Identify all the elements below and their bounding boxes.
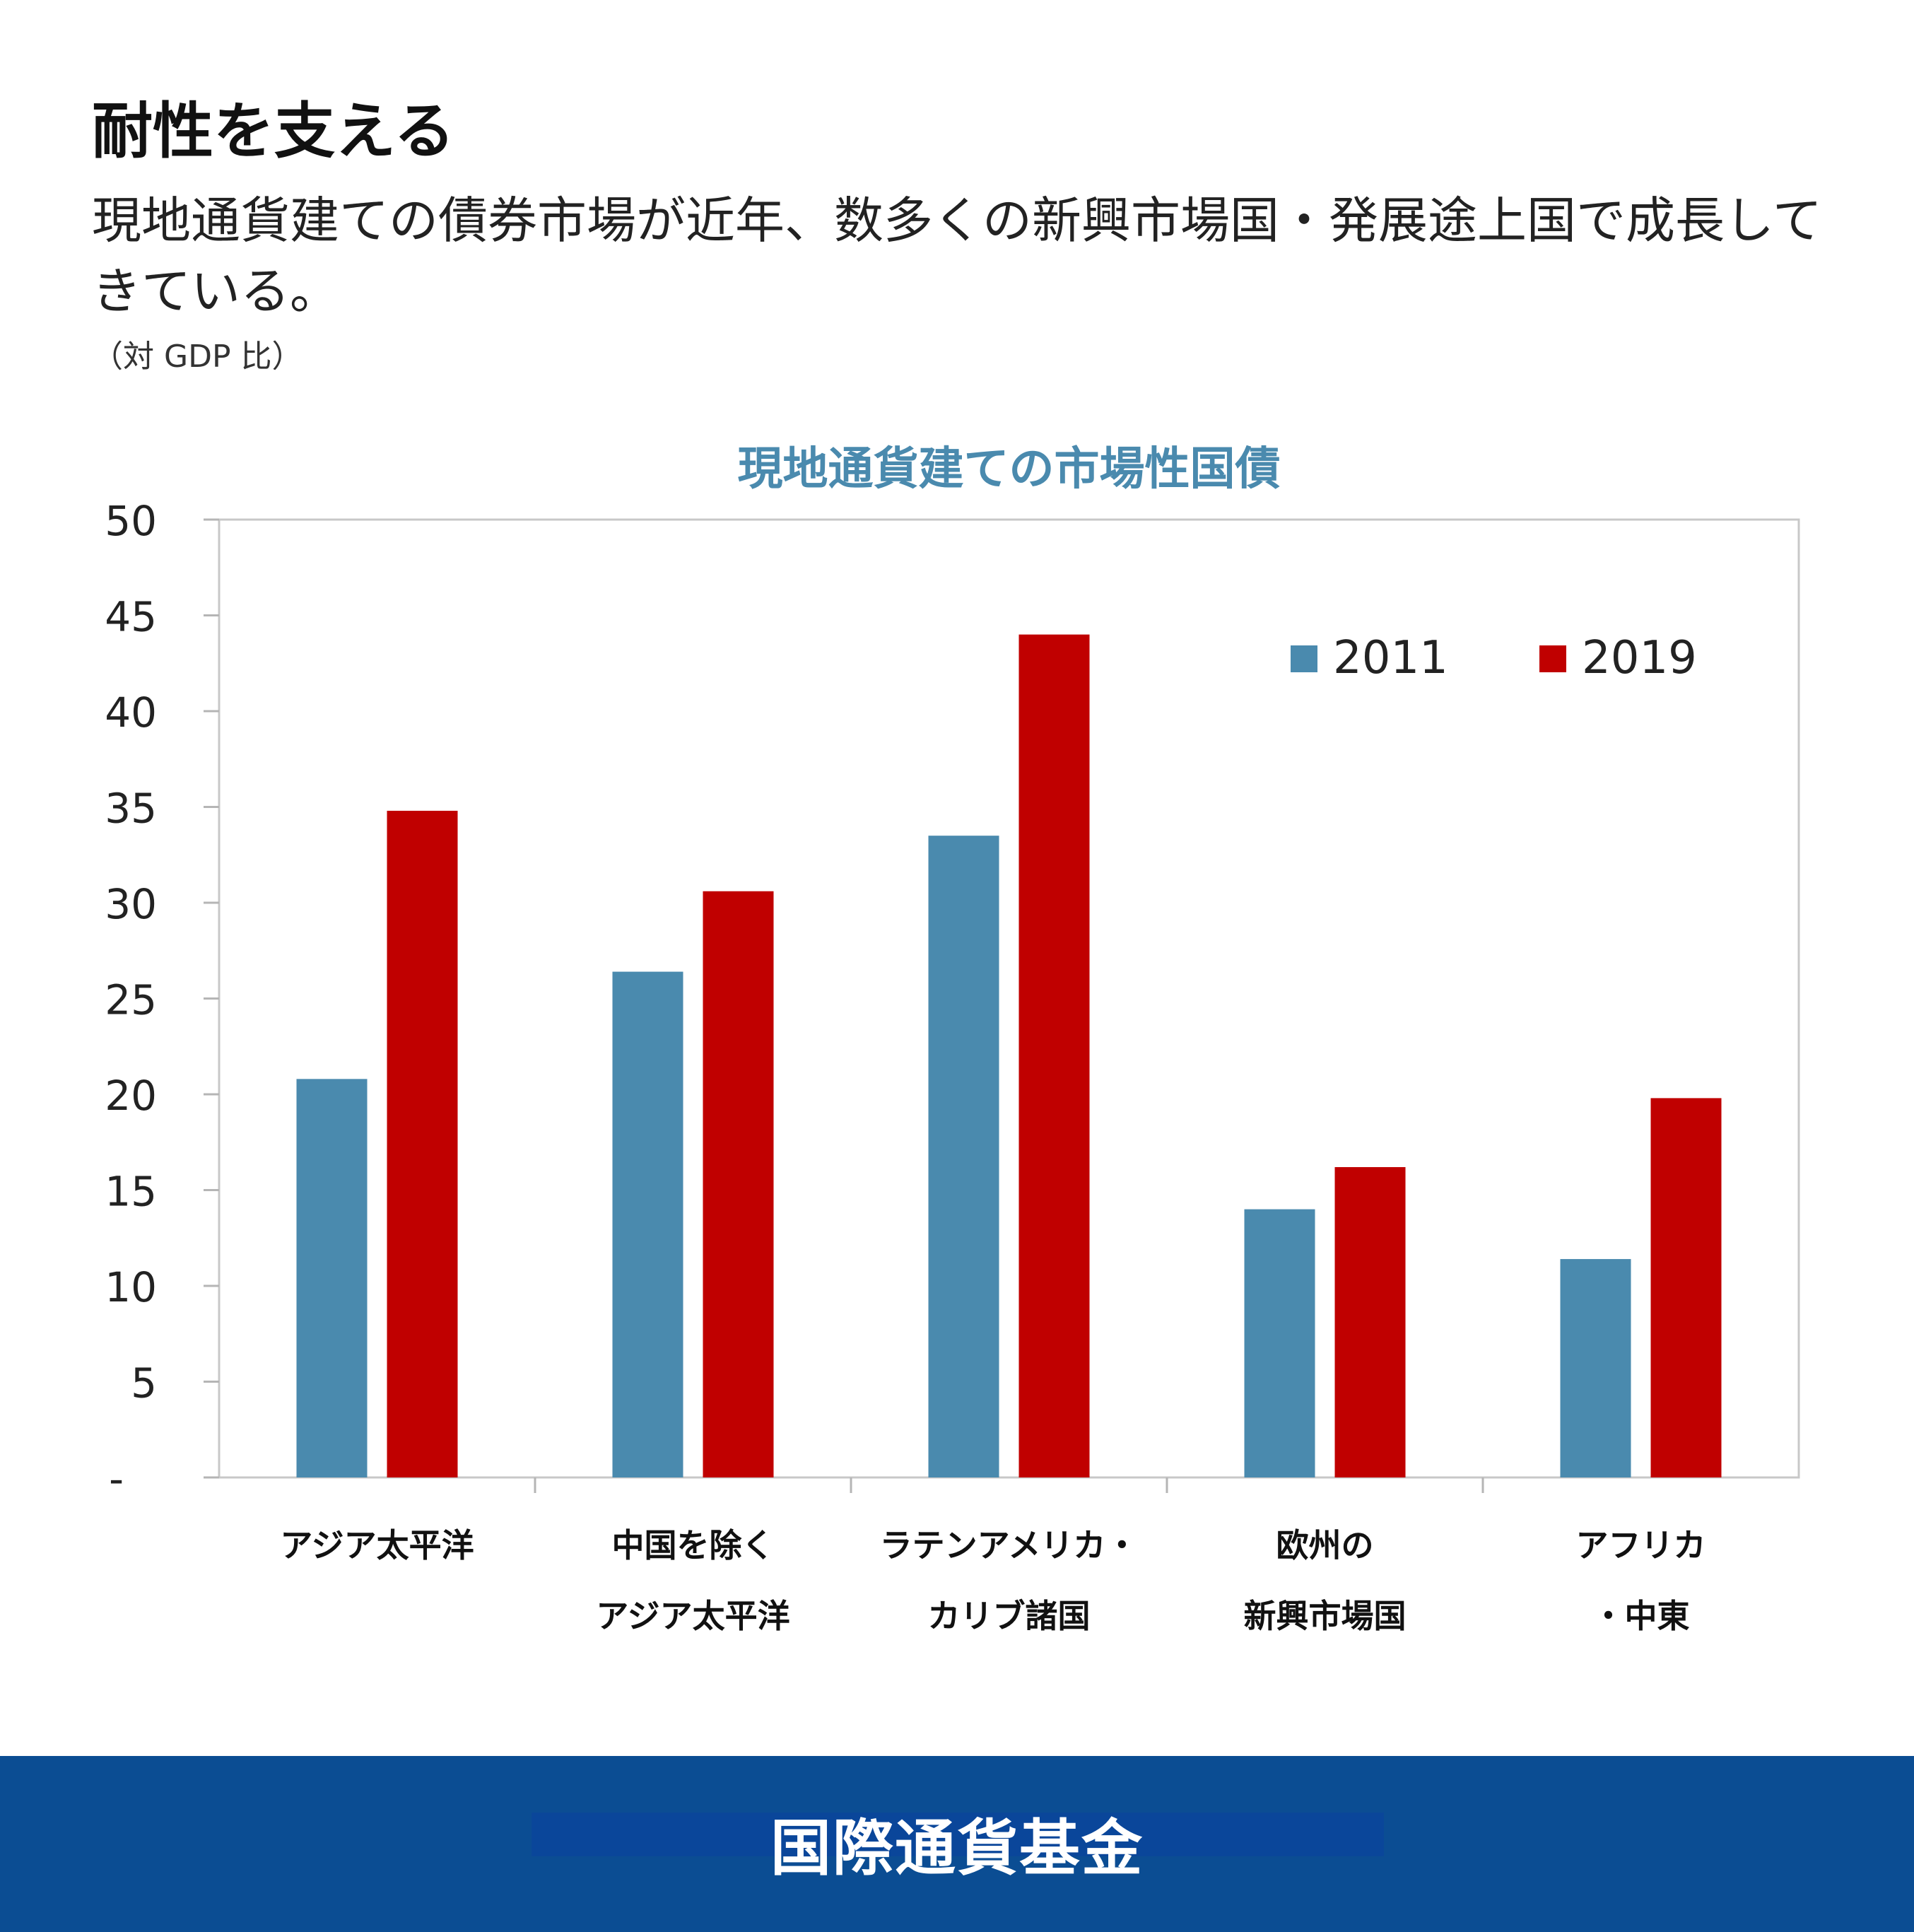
organization-name: 国際通貨基金 [770, 1813, 1144, 1884]
y-tick-label: 25 [105, 976, 157, 1024]
bar-2019 [703, 891, 774, 1477]
bar-2019 [387, 810, 458, 1477]
headline: 耐性を支える [92, 96, 455, 167]
y-tick-label: 5 [131, 1359, 157, 1407]
legend-label-2019: 2019 [1582, 632, 1697, 684]
bar-2011 [1560, 1259, 1631, 1477]
unit-note: （対 GDP 比） [92, 339, 303, 375]
chart-container: 現地通貨建ての市場性国債 -5 10 15 20 25 30 35 40 45 50 アジア太平洋 中国… [0, 410, 1914, 1654]
x-tick-label: 欧州の [1276, 1526, 1374, 1564]
y-tick-label: 45 [105, 593, 157, 641]
x-tick-label: アジア太平洋 [596, 1597, 789, 1635]
footer-banner: 国際通貨基金 [0, 1756, 1914, 1932]
x-tick-label: ・中東 [1592, 1597, 1690, 1635]
bar-2011 [928, 836, 999, 1477]
bar-2019 [1334, 1166, 1406, 1477]
bar-2019 [1018, 634, 1090, 1477]
x-tick-label: 中国を除く [612, 1526, 775, 1564]
bar-2011 [612, 971, 683, 1477]
y-tick-label: - [109, 1455, 124, 1503]
y-tick-label: 10 [105, 1263, 157, 1311]
subtitle: 現地通貨建ての債券市場が近年、数多くの新興市場国・発展途上国で成長してきている。 [92, 192, 1822, 320]
x-tick-label: 新興市場国 [1244, 1597, 1407, 1635]
y-tick-label: 20 [105, 1072, 157, 1120]
y-tick-label: 40 [105, 689, 157, 737]
footer-band [532, 1813, 1384, 1856]
bar-2011 [1244, 1209, 1315, 1477]
y-tick-label: 30 [105, 880, 157, 928]
plot-frame [218, 518, 1800, 1479]
legend-label-2011: 2011 [1333, 632, 1448, 684]
x-tick-label: アジア太平洋 [280, 1526, 474, 1564]
y-tick-label: 50 [105, 497, 157, 545]
legend-swatch-2019 [1539, 645, 1566, 672]
legend-swatch-2011 [1291, 645, 1317, 672]
y-tick-label: 15 [105, 1168, 157, 1216]
x-tick-label: アフリカ [1576, 1526, 1706, 1564]
bar-2019 [1650, 1098, 1722, 1477]
x-tick-label: カリブ諸国 [928, 1597, 1091, 1635]
bar-2011 [296, 1079, 368, 1477]
x-tick-label: ラテンアメリカ・ [880, 1526, 1139, 1564]
y-tick-label: 35 [105, 785, 157, 833]
chart-title: 現地通貨建ての市場性国債 [738, 443, 1281, 496]
